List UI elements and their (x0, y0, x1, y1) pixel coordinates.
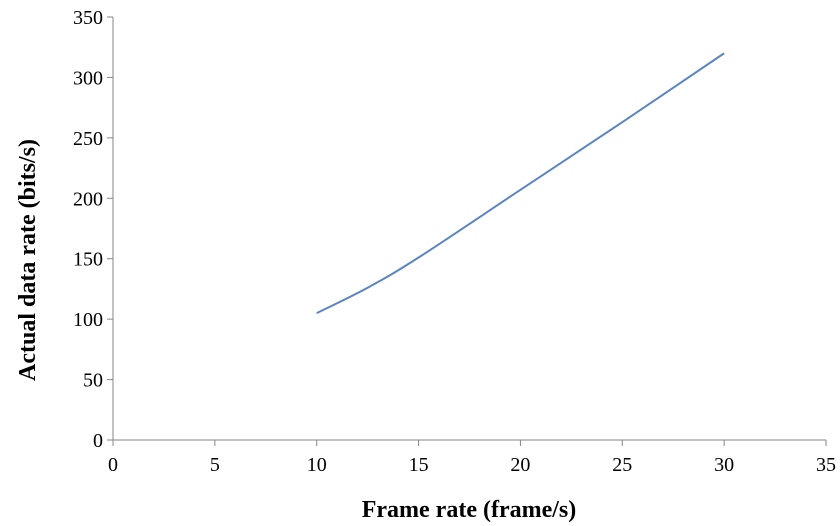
x-tick-label: 10 (307, 454, 327, 476)
y-tick-label: 250 (73, 128, 103, 150)
y-tick-label: 350 (73, 7, 103, 29)
x-axis-ticks: 0 5 10 15 20 25 30 35 (108, 440, 836, 476)
y-axis-ticks: 0 50 100 150 200 250 300 350 (73, 7, 113, 452)
x-tick-label: 5 (210, 454, 220, 476)
x-axis-title: Frame rate (frame/s) (362, 497, 577, 523)
x-tick-label: 0 (108, 454, 118, 476)
x-tick-label: 20 (510, 454, 530, 476)
y-tick-label: 50 (83, 370, 103, 392)
x-tick-label: 35 (816, 454, 836, 476)
x-tick-label: 25 (612, 454, 632, 476)
series-layer (316, 52, 725, 314)
y-tick-label: 100 (73, 309, 103, 331)
y-tick-label: 150 (73, 249, 103, 271)
y-axis-title: Actual data rate (bits/s) (15, 139, 41, 381)
y-tick-label: 0 (93, 430, 103, 452)
x-tick-label: 30 (714, 454, 734, 476)
series-line (316, 52, 725, 314)
y-tick-label: 300 (73, 67, 103, 89)
y-tick-label: 200 (73, 188, 103, 210)
x-tick-label: 15 (409, 454, 429, 476)
